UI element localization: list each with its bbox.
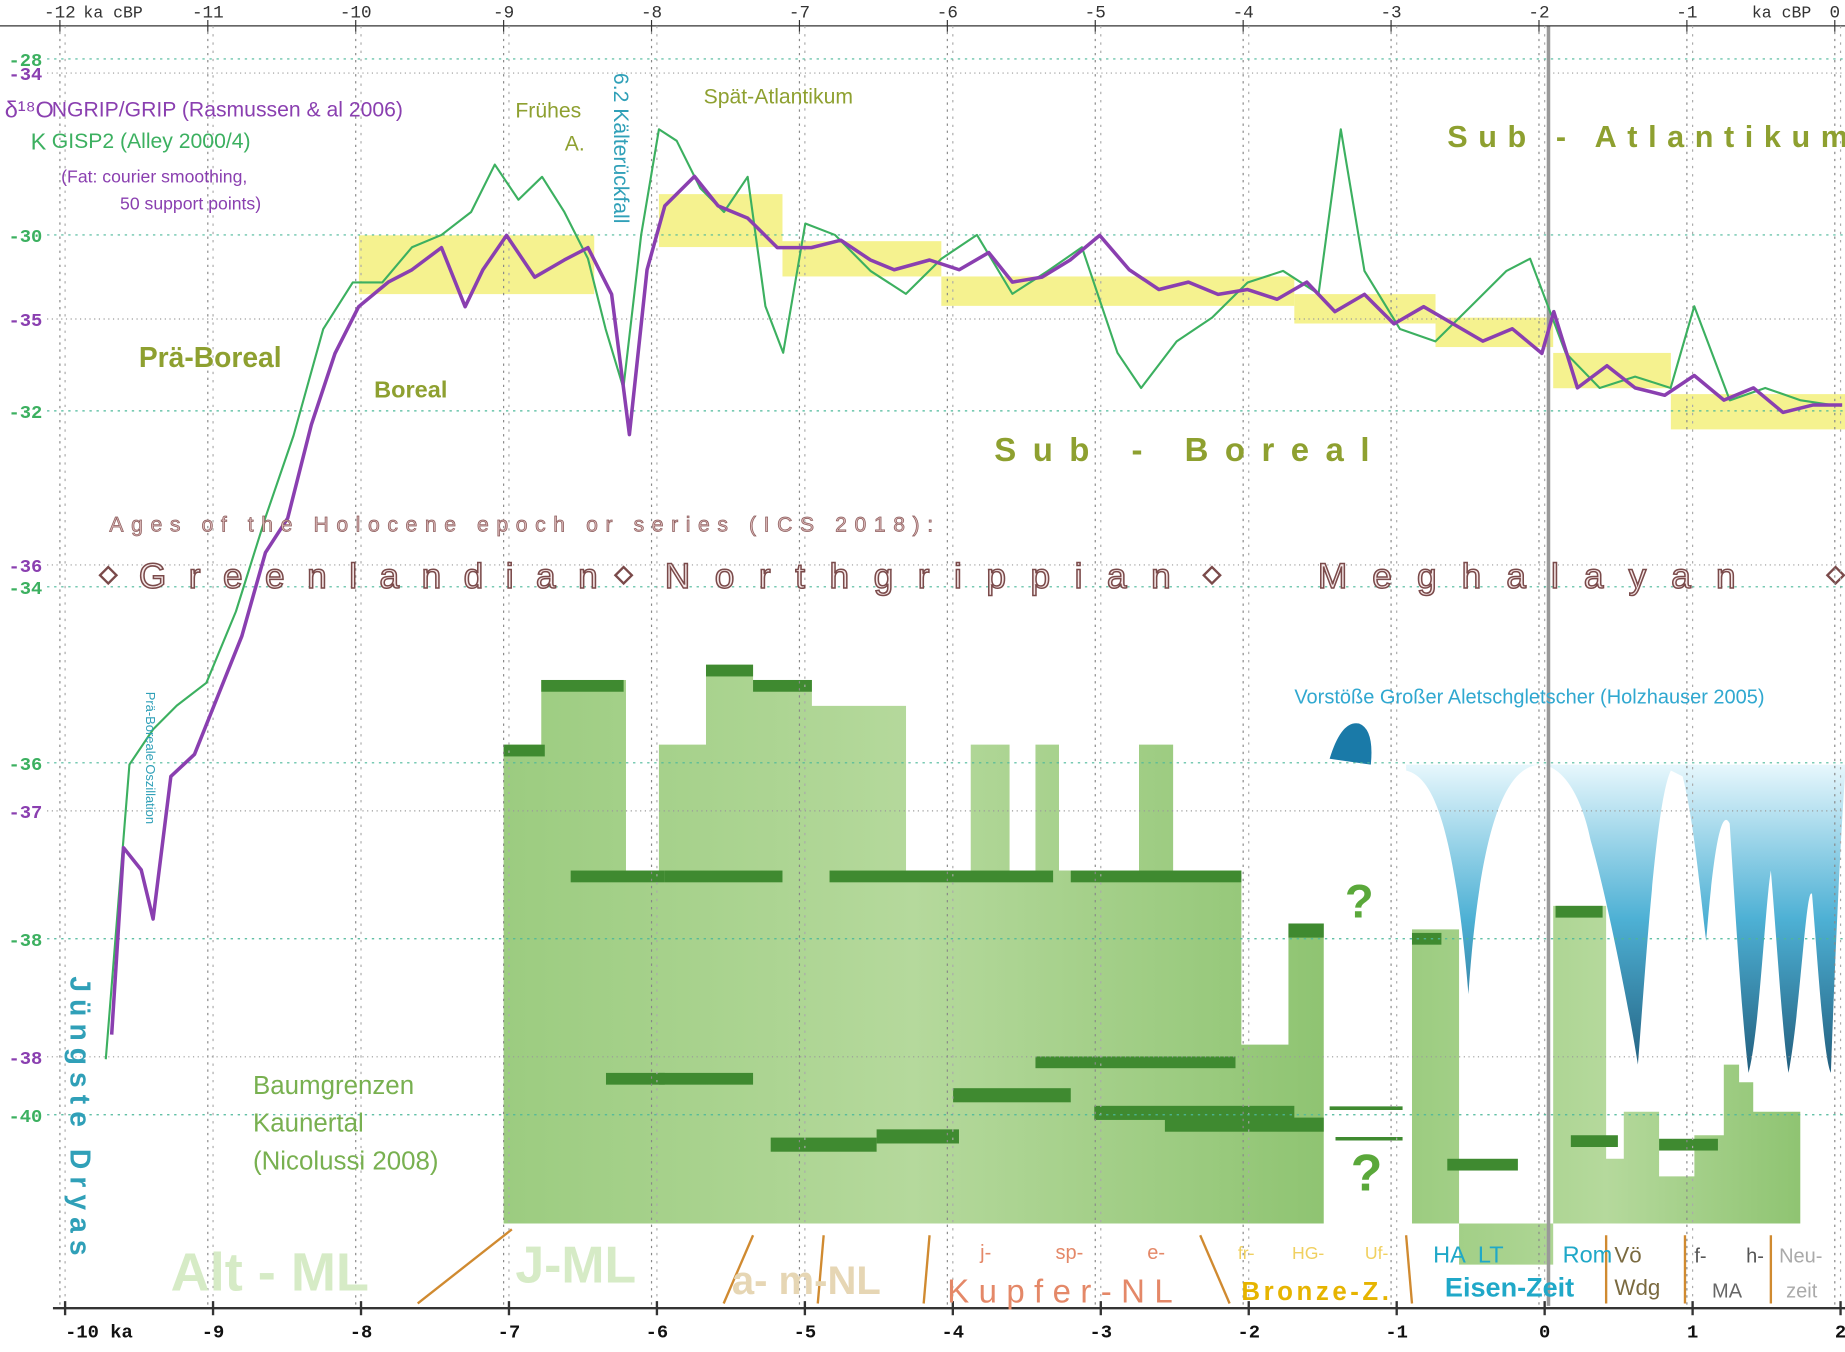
- age-name: Meghalayan: [1318, 557, 1736, 596]
- culture-label: a- m-NL: [732, 1259, 881, 1303]
- y2-tick-label: -32: [8, 402, 42, 424]
- culture-label: h-: [1746, 1245, 1764, 1267]
- x-unit: ka cBP: [83, 4, 142, 23]
- y-tick-label: -36: [8, 556, 42, 578]
- culture-label: Neu-: [1779, 1245, 1822, 1267]
- annotation: Frühes: [515, 100, 581, 123]
- x-tick-label: -11: [192, 4, 224, 24]
- culture-label: Wdg: [1614, 1275, 1660, 1300]
- culture-label: fr-: [1238, 1243, 1255, 1263]
- culture-label: e-: [1147, 1242, 1165, 1264]
- culture-label: f-: [1694, 1245, 1706, 1267]
- culture-label: Uf-: [1365, 1243, 1389, 1263]
- treeline-label: Baumgrenzen: [253, 1072, 414, 1100]
- culture-label: J-ML: [515, 1235, 636, 1293]
- x-tick-label: -6: [937, 4, 958, 24]
- treeline-label: (Nicolussi 2008): [253, 1147, 439, 1175]
- y-tick-label: -38: [8, 1048, 42, 1070]
- treeline-label: Kaunertal: [253, 1110, 364, 1138]
- annotation: Prä-Boreal: [139, 341, 282, 373]
- x2-tick-label: -8: [350, 1322, 373, 1344]
- x-tick-label: -12: [44, 4, 76, 24]
- y2-tick-label: -34: [8, 578, 42, 600]
- annotation: Spät-Atlantikum: [704, 86, 853, 109]
- y-tick-label: -34: [8, 64, 42, 86]
- highlight-bands: [359, 194, 1845, 429]
- legend-entry: NGRIP/GRIP (Rasmussen & al 2006): [52, 98, 403, 121]
- x2-tick-label: -2: [1237, 1322, 1260, 1344]
- y2-label: K: [31, 128, 47, 154]
- culture-label: HG-: [1292, 1243, 1324, 1263]
- x-tick-label: -8: [641, 4, 662, 24]
- culture-label: HA: [1433, 1241, 1466, 1267]
- culture-label: j-: [979, 1242, 991, 1264]
- y2-tick-label: -40: [8, 1106, 42, 1128]
- x2-tick-label: -1: [1385, 1322, 1408, 1344]
- annotation: 6.2 Kälterückfall: [609, 73, 632, 224]
- culture-label: zeit: [1786, 1281, 1818, 1303]
- culture-label: Bronze-Z.: [1241, 1278, 1392, 1306]
- x2-tick-label: 2: [1835, 1322, 1845, 1344]
- y-tick-label: -37: [8, 802, 42, 824]
- y2-tick-label: -30: [8, 226, 42, 248]
- glacier-label: Vorstöße Großer Aletschgletscher (Holzha…: [1294, 687, 1764, 709]
- x2-tick-label: -7: [498, 1322, 521, 1344]
- x-tick-label: -4: [1233, 4, 1254, 24]
- x-tick-label: -2: [1528, 4, 1549, 24]
- x2-tick-label: 1: [1687, 1322, 1698, 1344]
- note: 50 support points): [120, 193, 261, 213]
- annotation: Boreal: [374, 377, 447, 403]
- chart: -12-11-10-9-8-7-6-5-4-3-2-10ka cBPka cBP…: [0, 0, 1845, 1347]
- y-label: δ¹⁸O: [5, 97, 54, 123]
- x2-tick-label: -5: [794, 1322, 817, 1344]
- x-tick-label: -10: [340, 4, 372, 24]
- x2-tick-label: -4: [942, 1322, 965, 1344]
- annotation: Jüngste Dryas: [65, 976, 97, 1262]
- x2-tick-label: -3: [1089, 1322, 1112, 1344]
- y2-tick-label: -38: [8, 930, 42, 952]
- annotation: ?: [1345, 875, 1374, 928]
- note: (Fat: courier smoothing,: [61, 166, 247, 186]
- x2-tick-label: 0: [1539, 1322, 1550, 1344]
- culture-label: MA: [1712, 1281, 1743, 1303]
- legend-entry: GISP2 (Alley 2000/4): [52, 130, 251, 153]
- annotation: A.: [565, 133, 585, 156]
- x2-tick-label: -9: [202, 1322, 225, 1344]
- annotation: Prä-Boreale Oszillation: [143, 692, 158, 824]
- x-unit: ka cBP: [1752, 4, 1811, 23]
- culture-label: LT: [1478, 1241, 1504, 1267]
- annotation: Sub - Boreal: [994, 431, 1386, 468]
- culture-label: Kupfer-NL: [947, 1272, 1182, 1309]
- x-tick-label: -9: [493, 4, 514, 24]
- culture-label: sp-: [1055, 1242, 1083, 1264]
- x2-tick-label: -10 ka: [65, 1322, 133, 1344]
- x-tick-label: -7: [789, 4, 810, 24]
- annotation: Sub - Atlantikum: [1447, 120, 1845, 154]
- x-tick-label: -3: [1380, 4, 1401, 24]
- culture-label: Rom: [1563, 1241, 1613, 1267]
- ages-caption: Ages of the Holocene epoch or series (IC…: [109, 514, 933, 537]
- page: {"chart_data": { "type": "line", "x_unit…: [0, 0, 1845, 1347]
- x-tick-label: -1: [1676, 4, 1697, 24]
- culture-label: Vö: [1614, 1242, 1641, 1267]
- x-tick-label: 0: [1830, 4, 1841, 24]
- culture-label: Alt - ML: [171, 1243, 369, 1303]
- y2-tick-label: -36: [8, 754, 42, 776]
- x-tick-label: -5: [1085, 4, 1106, 24]
- glacier-blob: [1330, 723, 1372, 764]
- culture-label: Eisen-Zeit: [1445, 1272, 1574, 1302]
- annotation: ?: [1351, 1144, 1383, 1202]
- x2-tick-label: -6: [646, 1322, 669, 1344]
- y-tick-label: -35: [8, 310, 42, 332]
